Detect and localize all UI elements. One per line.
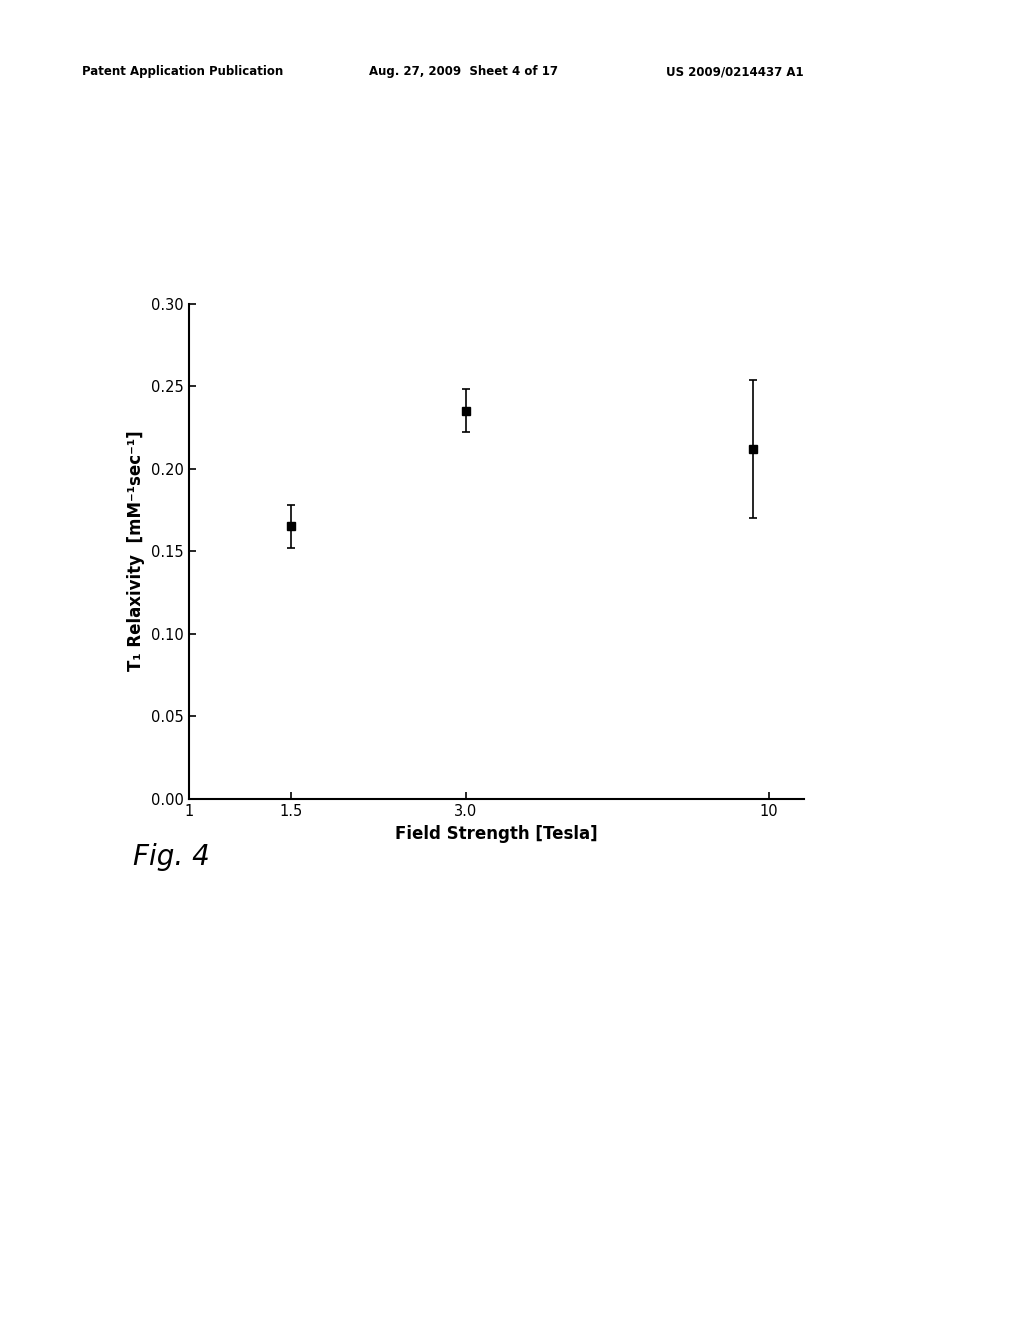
Text: Fig. 4: Fig. 4	[133, 842, 210, 871]
Y-axis label: T₁ Relaxivity  [mM⁻¹sec⁻¹]: T₁ Relaxivity [mM⁻¹sec⁻¹]	[127, 430, 145, 672]
X-axis label: Field Strength [Tesla]: Field Strength [Tesla]	[395, 825, 598, 842]
Text: Patent Application Publication: Patent Application Publication	[82, 65, 284, 78]
Text: US 2009/0214437 A1: US 2009/0214437 A1	[666, 65, 803, 78]
Text: Aug. 27, 2009  Sheet 4 of 17: Aug. 27, 2009 Sheet 4 of 17	[369, 65, 558, 78]
